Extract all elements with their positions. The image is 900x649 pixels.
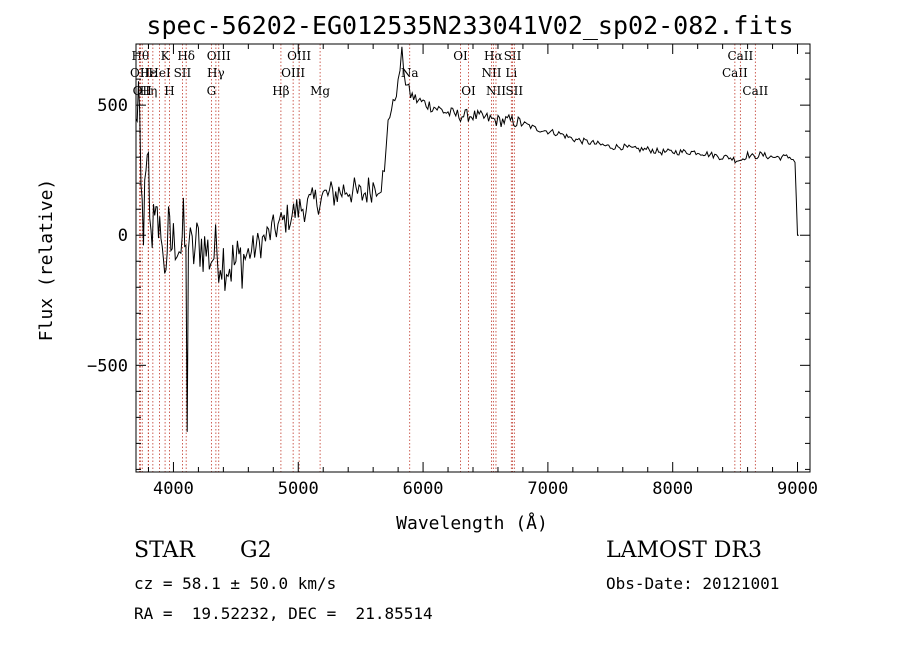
y-tick-label: 500 (97, 96, 128, 116)
spectral-line-label: OIII (281, 66, 305, 80)
axis-ticks-layer: 4000 5000 6000 7000 8000 9000 −500 0 500 (87, 44, 818, 499)
spectral-line-label: Li (505, 66, 517, 80)
spectral-line-label: HeI (148, 66, 171, 80)
spectral-line-label: Hη (140, 84, 158, 98)
x-tick-label: 7000 (527, 479, 568, 499)
spectral-line-label: SII (504, 49, 522, 63)
chart-title: spec-56202-EG012535N233041V02_sp02-082.f… (146, 11, 793, 40)
spectral-line-label: OII (133, 84, 153, 98)
x-tick-label: 9000 (777, 479, 818, 499)
spectral-line-label: OI (461, 84, 476, 98)
redshift-text: cz = 58.1 ± 50.0 km/s (134, 574, 337, 593)
spectral-line-label: K (161, 49, 171, 63)
spectral-lines-layer: HθOIIOIIHεHηHeIKHSIIHδHγGOIIIHβOIIIOIIIM… (130, 44, 768, 472)
spectral-line-label: Hγ (207, 66, 225, 80)
spectral-line-label: CaII (727, 49, 753, 63)
x-tick-label: 6000 (403, 479, 444, 499)
y-tick-label: 0 (118, 226, 128, 246)
spectral-line-label: Mg (310, 84, 330, 98)
obs-date-text: Obs-Date: 20121001 (606, 574, 780, 593)
spectral-line-label: Hβ (272, 84, 289, 98)
spectral-line-label: Na (401, 66, 419, 80)
x-tick-label: 5000 (278, 479, 319, 499)
spectral-line-label: OIII (207, 49, 231, 63)
x-tick-label: 4000 (153, 479, 194, 499)
survey-name: LAMOST DR3 (606, 538, 762, 563)
spectral-line-label: G (207, 84, 217, 98)
spectral-line-label: SII (505, 84, 523, 98)
coordinates-text: RA = 19.52232, DEC = 21.85514 (134, 604, 433, 623)
spectral-line-label: Hθ (132, 49, 150, 63)
plot-frame (135, 43, 811, 473)
spectral-line-label: OI (453, 49, 468, 63)
spectral-line-label: NII (486, 84, 506, 98)
spectral-line-label: NII (481, 66, 501, 80)
spectral-line-label: SII (174, 66, 192, 80)
y-tick-label: −500 (87, 356, 128, 376)
flux-series-line (135, 46, 799, 432)
object-subclass: G2 (240, 538, 272, 563)
spectral-line-label: Hδ (177, 49, 195, 63)
spectral-line-label: OIII (287, 49, 311, 63)
object-class: STAR (134, 538, 195, 563)
x-tick-label: 8000 (652, 479, 693, 499)
spectral-line-label: H (164, 84, 174, 98)
x-axis-label: Wavelength (Å) (396, 512, 548, 534)
spectral-line-label: Hα (484, 49, 503, 63)
spectral-line-label: CaII (722, 66, 748, 80)
spectral-line-label: OII (130, 66, 150, 80)
y-axis-label: Flux (relative) (36, 179, 57, 342)
spectral-line-label: CaII (742, 84, 768, 98)
